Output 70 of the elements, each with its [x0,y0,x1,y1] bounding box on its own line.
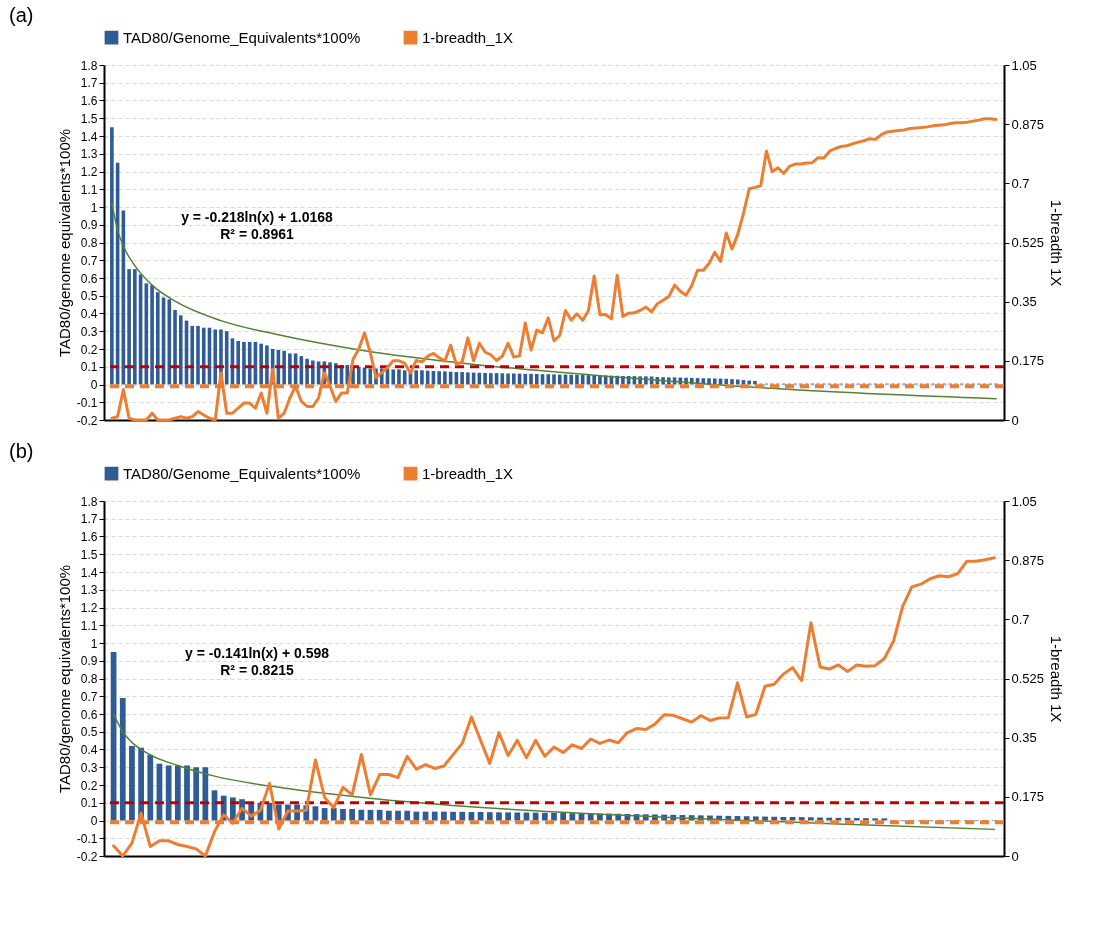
y-tick-label: -0.1 [76,831,98,846]
y-tick-label: 1.7 [80,512,98,527]
y-tick-label: 1.8 [80,494,98,509]
y-tick-label: 0.8 [80,236,98,250]
y-tick-label: 1.2 [80,165,98,179]
y-tick-label: -0.2 [76,413,98,428]
legend-label: 1-breadth_1X [422,464,513,482]
y2-tick-label: 1.05 [1011,57,1037,73]
y2-tick-label: 1.05 [1011,493,1037,509]
y2-tick-label: 0.525 [1011,671,1045,686]
y-tick-label: -0.2 [76,849,98,864]
y-tick-label: 1.6 [80,94,98,108]
y2-tick-label: 0.35 [1011,730,1037,746]
annotation: R² = 0.8215 [220,661,294,678]
y-tick-label: -0.1 [76,395,98,410]
y2-tick-label: 0.525 [1011,235,1045,250]
y-tick-label: 1.2 [80,601,98,615]
y-tick-label: 0 [90,378,98,392]
y-tick-label: 1.3 [80,147,98,162]
y-tick-label: 1.1 [80,618,98,633]
y2-tick-label: 0.7 [1011,175,1030,191]
y2-axis-title: 1-breadth 1X [1048,635,1066,723]
legend-label: TAD80/Genome_Equivalents*100% [123,28,361,46]
y-tick-label: 0.3 [80,324,98,339]
annotation: R² = 0.8961 [220,225,294,242]
y2-axis-title: 1-breadth 1X [1048,199,1066,287]
y-axis-title: TAD80/genome equivalents*100% [55,128,73,358]
y2-tick-label: 0.175 [1011,789,1045,805]
chart-title: (b) [9,440,34,462]
y-tick-label: 0.8 [80,672,98,686]
y-tick-label: 1.8 [80,58,98,73]
y2-tick-label: 0.175 [1011,353,1045,369]
y2-tick-label: 0 [1011,412,1019,428]
legend-label: 1-breadth_1X [422,28,513,46]
chart-title: (a) [9,4,34,26]
y-tick-label: 0.5 [80,725,98,740]
y-tick-label: 0.9 [80,654,98,669]
y-tick-label: 1.5 [80,547,98,562]
y2-tick-label: 0.35 [1011,294,1037,310]
y-tick-label: 1.6 [80,530,98,544]
y-tick-label: 1 [90,200,98,215]
y-tick-label: 0.9 [80,218,98,233]
y-tick-label: 1 [90,636,98,651]
y-tick-label: 0.6 [80,707,98,722]
y-tick-label: 0.4 [80,743,98,757]
y-tick-label: 1.1 [80,182,98,197]
y-tick-label: 0.7 [80,253,98,268]
y-tick-label: 0.7 [80,689,98,704]
y-tick-label: 1.7 [80,76,98,91]
y-tick-label: 0.2 [80,342,98,357]
annotation: y = -0.218ln(x) + 1.0168 [181,208,334,225]
y-tick-label: 1.4 [80,565,98,580]
annotation: y = -0.141ln(x) + 0.598 [185,644,330,661]
y-tick-label: 0.6 [80,271,98,286]
y-tick-label: 0.4 [80,307,98,321]
y-tick-label: 0.1 [80,360,98,375]
y2-tick-label: 0.875 [1011,116,1045,132]
y-tick-label: 0.2 [80,778,98,793]
y2-tick-label: 0.7 [1011,611,1030,627]
y-tick-label: 0 [90,814,98,828]
y-axis-title: TAD80/genome equivalents*100% [55,564,73,794]
y-tick-label: 0.3 [80,760,98,775]
y2-tick-label: 0 [1011,848,1019,864]
legend-label: TAD80/Genome_Equivalents*100% [123,464,361,482]
y-tick-label: 0.1 [80,796,98,811]
y-tick-label: 1.3 [80,583,98,598]
y-tick-label: 1.4 [80,129,98,144]
y-tick-label: 0.5 [80,289,98,304]
y2-tick-label: 0.875 [1011,552,1045,568]
y-tick-label: 1.5 [80,111,98,126]
